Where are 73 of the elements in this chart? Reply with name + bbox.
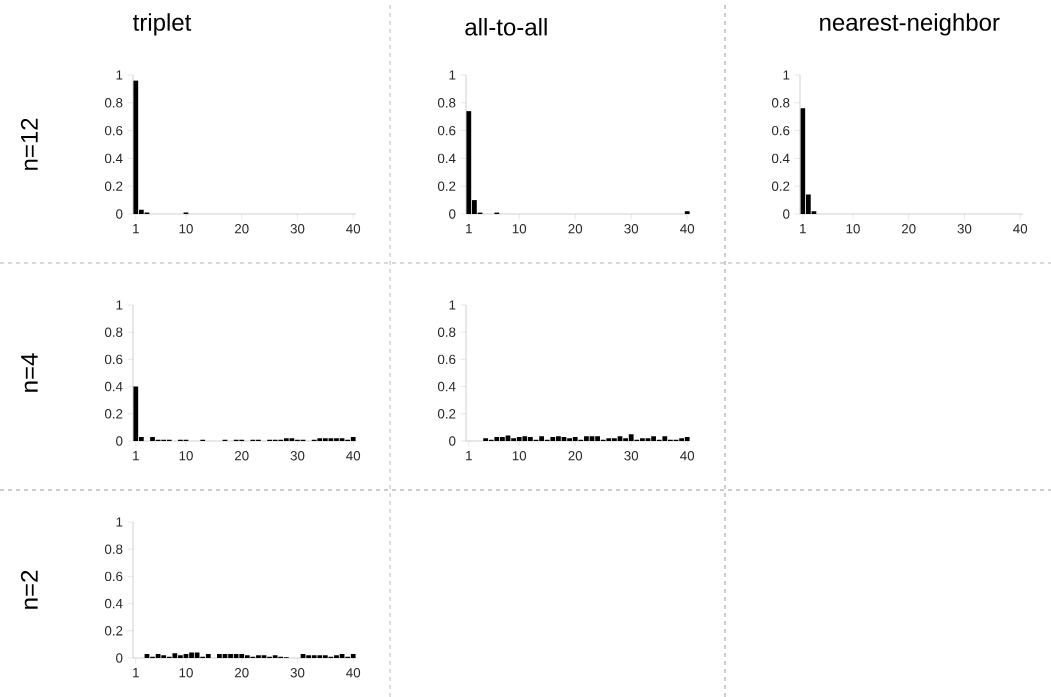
x-tick-label: 20 [234, 224, 249, 234]
y-tick-label: 0 [116, 209, 123, 219]
y-tick-label: 0.6 [437, 125, 456, 136]
x-tick-label: 20 [234, 451, 249, 461]
y-tick-label: 0.6 [771, 125, 790, 136]
y-tick-label: 0.4 [104, 153, 123, 164]
y-tick-label: 0.6 [437, 354, 456, 365]
x-tick-label: 30 [624, 451, 639, 461]
x-tick-label: 20 [901, 224, 916, 234]
x-tick-label: 10 [179, 668, 193, 678]
x-tick-label: 10 [846, 224, 860, 234]
y-tick-label: 0.4 [437, 153, 456, 164]
x-tick-label: 1 [133, 668, 139, 678]
y-tick-label: 0 [783, 209, 790, 219]
y-tick-label: 1 [449, 70, 456, 80]
x-tick-label: 40 [346, 451, 361, 461]
x-tick-label: 30 [957, 224, 972, 234]
y-tick-label: 0.2 [771, 181, 790, 191]
y-tick-label: 0.8 [437, 98, 456, 108]
x-tick-label: 10 [179, 224, 193, 234]
y-tick-label: 0.2 [104, 626, 123, 636]
y-tick-label: 0.8 [437, 327, 456, 337]
x-tick-label: 40 [1013, 224, 1028, 234]
y-tick-label: 0 [116, 436, 123, 446]
y-tick-label: 0.6 [104, 571, 123, 582]
chart-title: nearest-neighbor [820, 13, 1000, 36]
x-tick-label: 10 [179, 451, 193, 461]
y-tick-label: 0.6 [104, 354, 123, 365]
x-tick-label: 30 [290, 668, 305, 678]
x-tick-label: 30 [290, 451, 305, 461]
y-tick-label: 0.2 [104, 181, 123, 191]
x-tick-label: 30 [624, 224, 639, 234]
y-tick-label: 0.2 [437, 181, 456, 191]
x-tick-label: 1 [466, 451, 472, 461]
y-axis-title: n=4 [21, 353, 38, 392]
x-tick-label: 1 [133, 451, 139, 461]
x-tick-label: 40 [346, 668, 361, 678]
y-tick-label: 0.4 [104, 598, 123, 609]
y-tick-label: 1 [449, 300, 456, 310]
y-tick-label: 1 [783, 70, 790, 80]
y-tick-label: 0.8 [771, 98, 790, 108]
x-tick-label: 10 [512, 451, 527, 461]
chart-title: triplet [133, 13, 192, 36]
x-tick-label: 40 [346, 224, 361, 234]
chart-title: all-to-all [465, 17, 547, 36]
y-tick-label: 0.2 [437, 409, 456, 419]
y-tick-label: 0.8 [104, 98, 123, 108]
bar [684, 211, 690, 214]
y-tick-label: 1 [116, 70, 123, 80]
y-tick-label: 0.6 [104, 125, 123, 136]
y-tick-label: 0.8 [104, 544, 123, 554]
y-tick-label: 0.4 [437, 381, 456, 392]
x-tick-label: 10 [512, 224, 527, 234]
x-tick-label: 20 [568, 224, 583, 234]
y-tick-label: 0.4 [104, 381, 123, 392]
y-tick-label: 0 [116, 653, 123, 663]
y-tick-label: 0.2 [104, 409, 123, 419]
y-tick-label: 0.4 [771, 153, 790, 164]
x-tick-label: 40 [680, 451, 695, 461]
x-tick-label: 40 [680, 224, 695, 234]
x-tick-label: 20 [568, 451, 583, 461]
x-tick-label: 1 [800, 224, 806, 234]
x-tick-label: 1 [466, 224, 472, 234]
y-axis-title: n=2 [20, 570, 38, 609]
y-axis-title: n=12 [20, 118, 38, 170]
y-tick-label: 0 [449, 436, 456, 446]
x-tick-label: 30 [290, 224, 305, 234]
y-tick-label: 1 [116, 517, 123, 527]
y-tick-label: 1 [116, 300, 123, 310]
y-tick-label: 0 [449, 209, 456, 219]
y-tick-label: 0.8 [104, 327, 123, 337]
x-tick-label: 1 [133, 224, 139, 234]
x-tick-label: 20 [234, 668, 249, 678]
